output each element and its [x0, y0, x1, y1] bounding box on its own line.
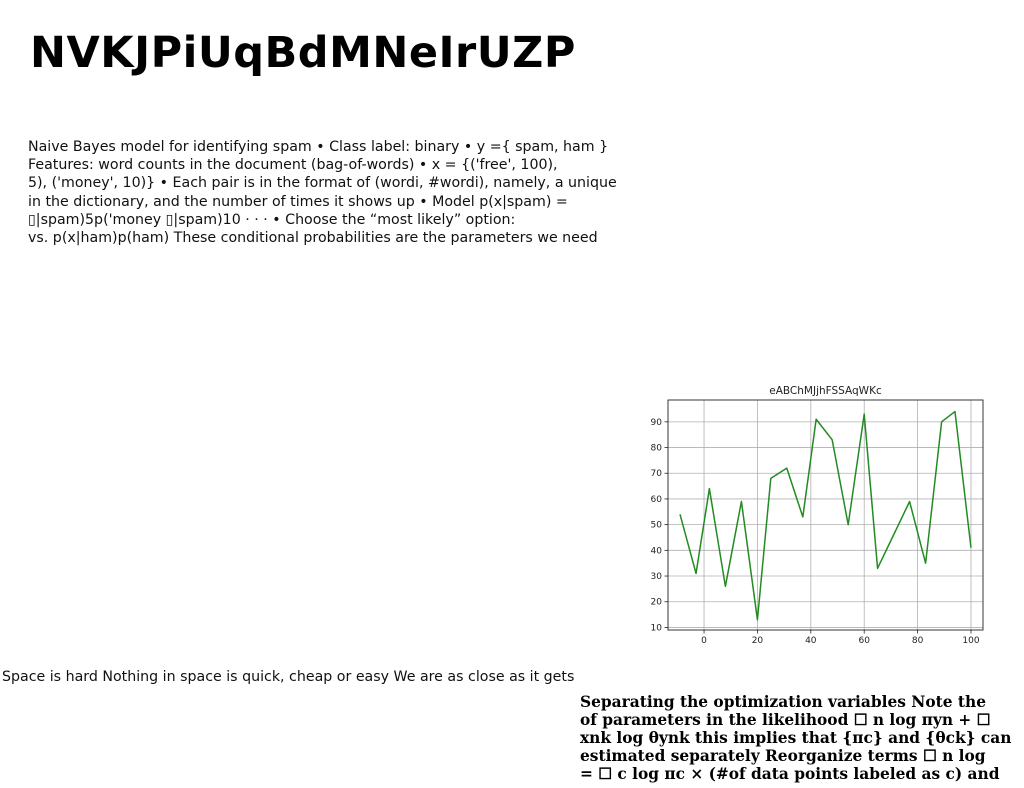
- optimization-line: of parameters in the likelihood ☐ n log …: [580, 711, 991, 729]
- plot-frame: [667, 399, 984, 631]
- paragraph-line: vs. p(x|ham)p(ham) These conditional pro…: [28, 230, 598, 247]
- y-tick-label: 10: [651, 623, 663, 633]
- x-tick-label: 100: [962, 636, 979, 646]
- optimization-line: estimated separately Reorganize terms ☐ …: [580, 747, 986, 765]
- chart-title: eABChMJjhFSSAqWKc: [769, 385, 882, 397]
- x-tick-label: 60: [858, 636, 870, 646]
- paragraph-line: in the dictionary, and the number of tim…: [28, 193, 568, 210]
- optimization-line: Separating the optimization variables No…: [580, 693, 986, 711]
- paragraph-line: Features: word counts in the document (b…: [28, 157, 558, 174]
- optimization-text-block: Separating the optimization variables No…: [580, 693, 1024, 783]
- page-title: NVKJPiUqBdMNeIrUZP: [30, 28, 576, 78]
- x-tick-label: 80: [912, 636, 924, 646]
- y-tick-label: 60: [651, 495, 663, 505]
- x-tick-label: 40: [805, 636, 817, 646]
- x-tick-label: 0: [701, 636, 707, 646]
- series-line: [679, 410, 972, 621]
- optimization-line: = ☐ c log πc × (#of data points labeled …: [580, 765, 1000, 783]
- x-tick-label: 20: [752, 636, 764, 646]
- paragraph-line: 5), ('money', 10)} • Each pair is in the…: [28, 175, 617, 192]
- space-quote-text: Space is hard Nothing in space is quick,…: [2, 669, 575, 685]
- y-tick-label: 80: [651, 444, 663, 454]
- chart-svg: eABChMJjhFSSAqWKc 0 20 40 60 80 100 10 20 30 40 50…: [651, 385, 984, 646]
- y-tick-label: 50: [651, 521, 663, 531]
- optimization-line: xnk log θynk this implies that {πc} and …: [580, 729, 1012, 747]
- paragraph-line: ▯|spam)5p('money ▯|spam)10 · · · • Choos…: [28, 211, 516, 228]
- naive-bayes-paragraph: Naive Bayes model for identifying spam •…: [28, 138, 618, 247]
- line-chart: eABChMJjhFSSAqWKc 0 20 40 60 80 100 10 20 30 40 50…: [628, 380, 994, 652]
- paragraph-line: Naive Bayes model for identifying spam •…: [28, 139, 609, 155]
- y-tick-label: 90: [651, 418, 663, 428]
- y-tick-label: 40: [651, 546, 663, 556]
- y-tick-label: 20: [651, 598, 663, 608]
- y-tick-label: 70: [651, 469, 663, 479]
- y-tick-label: 30: [651, 572, 663, 582]
